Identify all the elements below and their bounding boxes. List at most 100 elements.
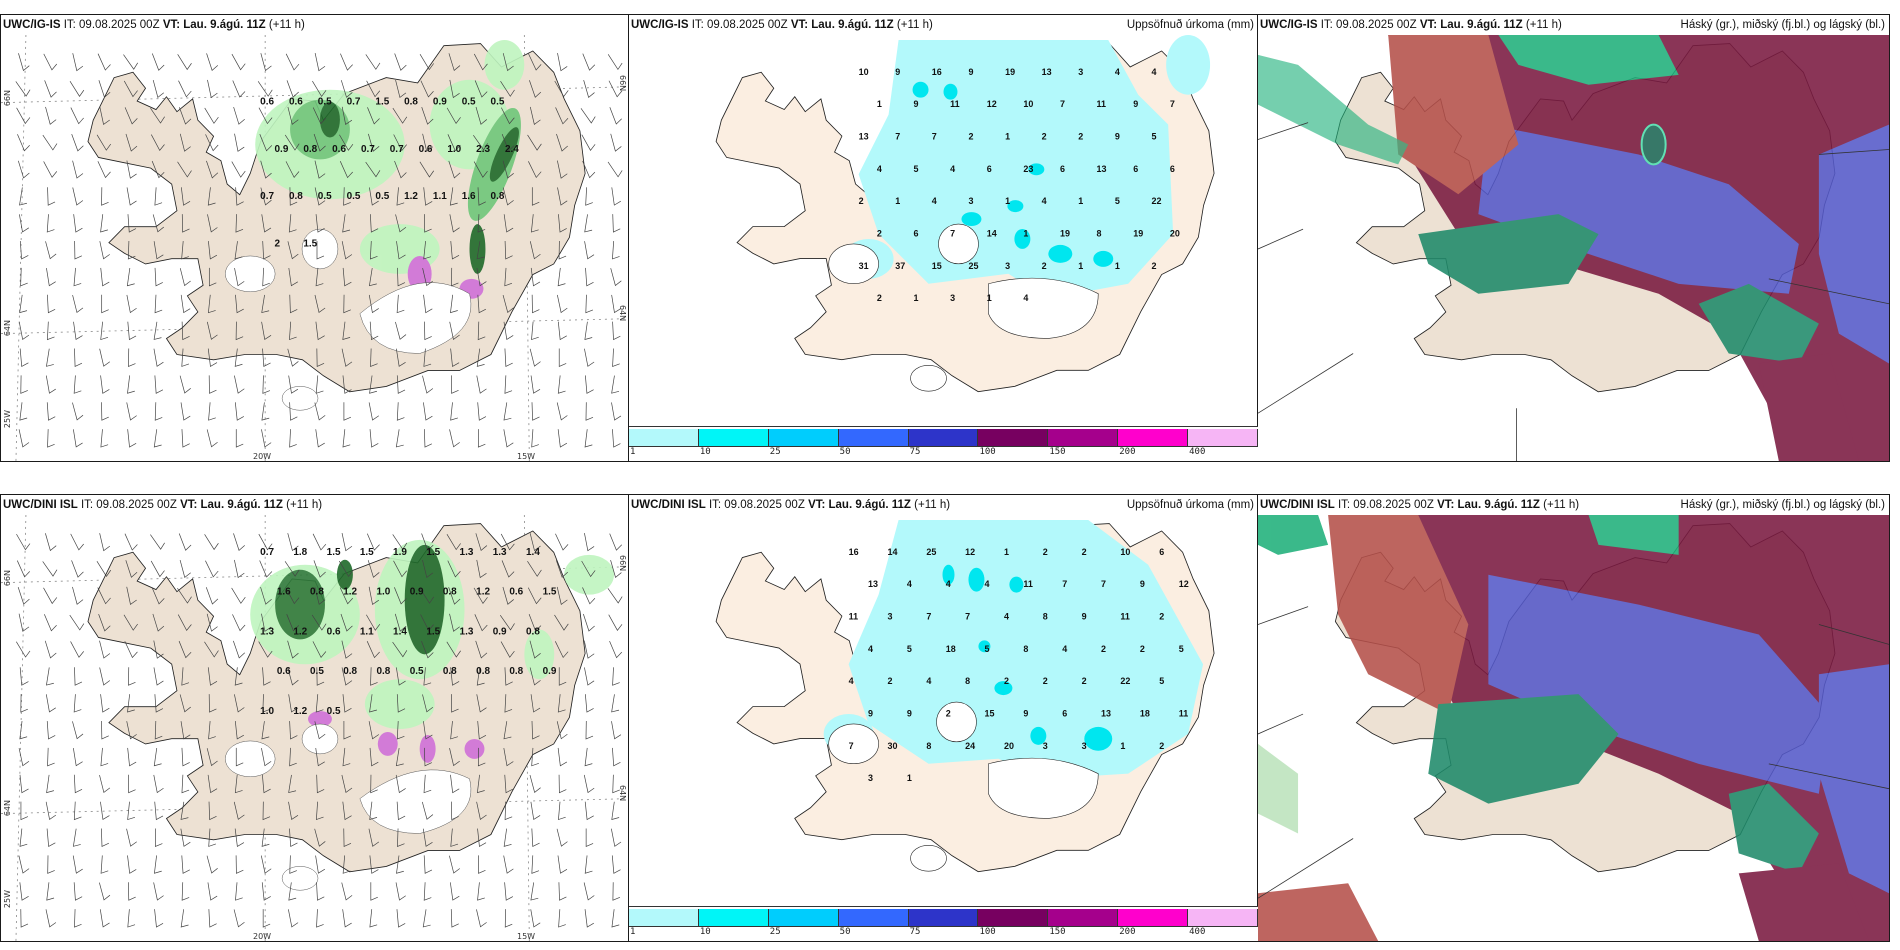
- wind-barb: [557, 267, 566, 287]
- wind-barb: [74, 241, 82, 260]
- wind-barb: [368, 133, 380, 152]
- wind-barb: [422, 909, 431, 928]
- valid-time: Lau. 9.ágú. 11Z: [1457, 499, 1540, 511]
- wind-barbs: [16, 533, 623, 928]
- wind-barb: [73, 747, 83, 767]
- model-name: UWC/DINI ISL: [3, 499, 78, 511]
- wind-barb: [477, 882, 485, 901]
- wind-barb: [583, 80, 595, 98]
- wind-barb: [315, 801, 324, 821]
- wind-barb: [72, 187, 84, 206]
- wind-barb: [584, 801, 594, 821]
- value-label: 4: [868, 644, 873, 654]
- wind-barb: [531, 855, 540, 874]
- wind-barb: [180, 402, 191, 421]
- wind-barb: [421, 107, 434, 125]
- wind-barb: [288, 214, 297, 233]
- wind-barb: [396, 721, 405, 740]
- wind-barb: [314, 828, 326, 847]
- wind-barb: [446, 107, 461, 125]
- value-label: 0.8: [404, 97, 418, 108]
- value-label: 15: [985, 708, 995, 718]
- wind-barb: [611, 721, 622, 740]
- wind-precip-map[interactable]: 0.6 0.6 0.5 0.7 1.5 0.8 0.9 0.5 0.5 0.9 0.8 0.6 0.7 0…: [1, 35, 629, 461]
- map-canvas: 10 9 16 9 19 13 3 4 41 9 11 12 10 7 11 9 713 7 7 2 1 2 2 9 54 5 4 6…: [715, 35, 1215, 393]
- wind-barb: [288, 909, 299, 928]
- wind-barb: [422, 268, 434, 287]
- model-name: UWC/IG-IS: [631, 19, 689, 31]
- accumulated-precip-map[interactable]: 16 14 25 12 1 2 2 10 6 13 4 4 4 11 7 7 9 12 11 3 7 7 4 8 9 11 2 4 5 1…: [629, 515, 1258, 907]
- value-label: 1.5: [426, 547, 440, 558]
- wind-barb: [289, 828, 298, 847]
- wind-barb: [584, 855, 593, 874]
- wind-barb: [584, 667, 595, 686]
- wind-barb: [315, 375, 324, 394]
- wind-barb: [19, 774, 29, 794]
- model-name: UWC/IG-IS: [3, 19, 61, 31]
- wind-barb: [100, 801, 110, 821]
- colorbar-label: 1: [630, 927, 636, 937]
- colorbar-label: 100: [979, 927, 996, 937]
- value-label: 11: [1179, 708, 1189, 718]
- wind-barb: [100, 429, 109, 448]
- wind-barb: [208, 801, 217, 821]
- wind-barb: [178, 533, 192, 551]
- wind-barb: [235, 747, 244, 767]
- wind-barb: [180, 294, 191, 314]
- wind-barb: [341, 640, 353, 659]
- cloud-layers: [1258, 35, 1889, 461]
- wind-barb: [504, 882, 514, 901]
- value-label: 0.5: [491, 97, 505, 108]
- wind-barb: [423, 882, 432, 901]
- wind-barb: [341, 348, 353, 367]
- wind-barb: [20, 909, 29, 928]
- wind-barb: [583, 613, 595, 632]
- wind-barb: [555, 533, 569, 551]
- wind-barb: [611, 855, 621, 874]
- wind-barb: [556, 402, 568, 421]
- wind-barb: [206, 613, 218, 632]
- wind-barb: [127, 214, 137, 233]
- wind-barb: [288, 267, 299, 287]
- wind-barb: [261, 828, 270, 847]
- lon-label-20w: 20W: [253, 452, 272, 461]
- wind-barb: [530, 214, 539, 233]
- wind-barb: [478, 855, 486, 874]
- wind-barb: [476, 559, 487, 579]
- value-label: 9: [1115, 131, 1120, 141]
- cloud-cover-map[interactable]: [1258, 515, 1889, 941]
- wind-barb: [177, 614, 192, 632]
- wind-barb: [260, 586, 272, 605]
- valid-time: Lau. 9.ágú. 11Z: [811, 19, 894, 31]
- wind-precip-map[interactable]: 0.7 1.8 1.5 1.5 1.9 1.5 1.3 1.3 1.4 1.6 0.8 1.2 1.0 0…: [1, 515, 629, 941]
- value-label: 0.6: [509, 587, 523, 598]
- wind-barb: [151, 160, 165, 179]
- wind-barb: [449, 748, 460, 767]
- wind-barb: [234, 348, 243, 367]
- wind-barb: [395, 747, 404, 767]
- wind-barb: [153, 429, 162, 448]
- wind-barb: [153, 241, 164, 260]
- wind-barb: [530, 801, 541, 821]
- wind-barb: [177, 161, 192, 178]
- wind-barb: [422, 133, 434, 152]
- wind-barb: [476, 774, 485, 794]
- wind-barb: [235, 214, 244, 233]
- wind-barb: [153, 774, 164, 794]
- wind-barb: [423, 747, 432, 767]
- value-label: 0.7: [347, 97, 361, 108]
- accumulated-precip-map[interactable]: 10 9 16 9 19 13 3 4 4 1 9 11 12 10 7 11 9 7 13 7 7 2 1 2 2 9 5 4 5 4 6…: [629, 35, 1258, 427]
- value-label: 4: [926, 676, 931, 686]
- wind-barb: [584, 214, 593, 233]
- wind-barb: [612, 214, 621, 233]
- value-label: 1: [1120, 741, 1125, 751]
- value-label: 2: [1159, 741, 1164, 751]
- wind-barb: [181, 348, 190, 367]
- map-title: Háský (gr.), miðský (fj.bl.) og lágský (…: [1680, 19, 1885, 31]
- wind-barb: [504, 375, 513, 394]
- cloud-cover-map[interactable]: [1258, 35, 1889, 461]
- wind-barb: [451, 801, 459, 821]
- wind-barb: [449, 79, 460, 99]
- wind-barb: [17, 160, 30, 179]
- wind-barb: [531, 321, 539, 341]
